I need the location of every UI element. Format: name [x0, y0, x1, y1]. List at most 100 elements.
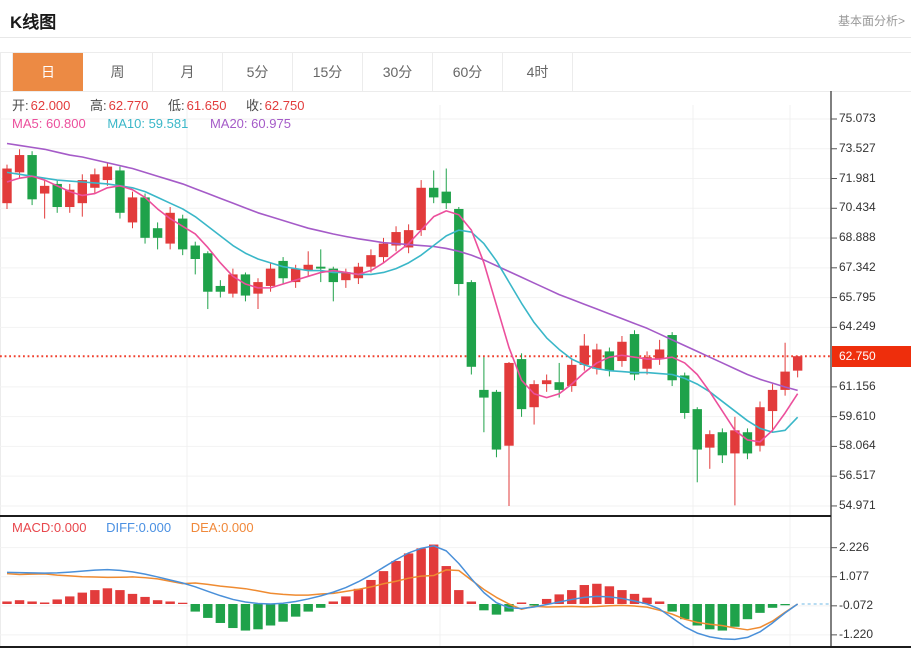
y-axis-label: 59.610	[839, 408, 876, 423]
tab-month[interactable]: 月	[153, 53, 223, 91]
candle	[592, 349, 602, 369]
macd-bar	[604, 586, 615, 604]
y-axis-label: 54.971	[839, 497, 876, 512]
macd-bar	[592, 583, 602, 604]
candle	[52, 183, 62, 208]
y-axis-label: 64.249	[839, 319, 876, 334]
ma5-legend: MA5: 60.800	[12, 116, 86, 131]
candle	[190, 245, 200, 259]
candle	[717, 432, 728, 456]
macd-bar	[253, 604, 263, 630]
header-divider	[0, 37, 911, 38]
dea-line-layer	[6, 569, 799, 631]
candle	[604, 351, 615, 371]
high-value: 62.770	[108, 98, 149, 113]
tab-day[interactable]: 日	[13, 53, 83, 91]
ma10-line	[6, 171, 799, 434]
macd-bar	[554, 594, 564, 604]
candle	[115, 170, 125, 213]
borders	[0, 91, 911, 648]
macd-bar	[341, 596, 351, 604]
candle	[429, 187, 439, 198]
macd-bar	[541, 598, 552, 604]
open-item: 开: 62.000	[12, 98, 71, 113]
candle	[617, 341, 627, 362]
macd-bar	[654, 601, 665, 604]
macd-bar	[190, 604, 200, 612]
candle	[755, 407, 765, 446]
tab-30min[interactable]: 30分	[363, 53, 433, 91]
chart-canvas	[0, 91, 911, 648]
y-axis-label: 58.064	[839, 438, 876, 453]
macd-bar	[667, 604, 677, 612]
tabbar-top-border	[0, 52, 911, 53]
macd-bar	[240, 604, 251, 631]
macd-bar	[27, 601, 37, 604]
close-item: 收: 62.750	[246, 98, 305, 113]
y-axis-label: 75.073	[839, 111, 876, 125]
y-axis-label: 70.434	[839, 200, 876, 215]
macd-bar	[755, 604, 765, 613]
fundamental-analysis-link[interactable]: 基本面分析>	[837, 14, 905, 28]
candle	[77, 180, 87, 204]
y-axis-label: 61.156	[839, 378, 876, 393]
candle	[90, 174, 100, 188]
macd-bar	[215, 604, 226, 623]
candle	[378, 243, 389, 258]
macd-bar	[303, 604, 313, 612]
candle	[541, 380, 552, 385]
candle	[178, 218, 188, 250]
candle	[2, 168, 12, 204]
macd-bar	[178, 602, 188, 604]
macd-bar	[127, 593, 138, 604]
candle	[792, 356, 803, 371]
candle	[27, 155, 37, 200]
macd-bar	[692, 604, 702, 626]
macd-bar	[466, 601, 477, 604]
ma5-line	[6, 175, 799, 443]
ma10-line-layer	[6, 171, 799, 434]
high-item: 高: 62.770	[90, 98, 149, 113]
y-axis-label: 56.517	[839, 468, 876, 483]
ma20-legend: MA20: 60.975	[209, 116, 291, 131]
candle	[567, 364, 577, 387]
tab-5min[interactable]: 5分	[223, 53, 293, 91]
macd-bar	[14, 600, 25, 604]
candle	[391, 232, 401, 246]
ma5-line-layer	[6, 175, 799, 443]
candle	[705, 434, 715, 448]
macd-value-item: MACD:0.000	[12, 520, 87, 535]
candle	[491, 391, 502, 450]
macd-bar	[516, 602, 527, 604]
macd-bar	[152, 600, 163, 604]
y-axis-label: 1.077	[839, 568, 870, 583]
macd-bar	[90, 590, 100, 604]
macd-bar	[378, 571, 389, 604]
y-axis-label: 67.342	[839, 259, 876, 274]
macd-legend: MACD:0.000 DIFF:0.000 DEA:0.000	[12, 520, 270, 535]
macd-bar	[102, 588, 113, 604]
candle	[479, 389, 489, 398]
macd-bar	[780, 604, 790, 606]
candle	[466, 282, 477, 367]
candle	[579, 345, 589, 365]
macd-bar	[65, 596, 75, 604]
tab-week[interactable]: 周	[83, 53, 153, 91]
macd-bar	[642, 597, 652, 604]
period-tab-bar: 日 周 月 5分 15分 30分 60分 4时	[12, 53, 573, 91]
candle	[366, 255, 376, 267]
tab-15min[interactable]: 15分	[293, 53, 363, 91]
tab-60min[interactable]: 60分	[433, 53, 503, 91]
low-item: 低: 61.650	[168, 98, 227, 113]
candle	[730, 430, 740, 454]
macd-bar	[705, 604, 715, 630]
open-value: 62.000	[30, 98, 71, 113]
y-axis-label: -0.072	[839, 597, 874, 612]
candle	[767, 389, 778, 412]
candle	[316, 266, 326, 269]
macd-bar	[278, 604, 288, 622]
macd-bar	[529, 604, 539, 606]
candle	[165, 212, 175, 244]
tab-4hour[interactable]: 4时	[503, 53, 573, 91]
candle	[742, 432, 753, 454]
